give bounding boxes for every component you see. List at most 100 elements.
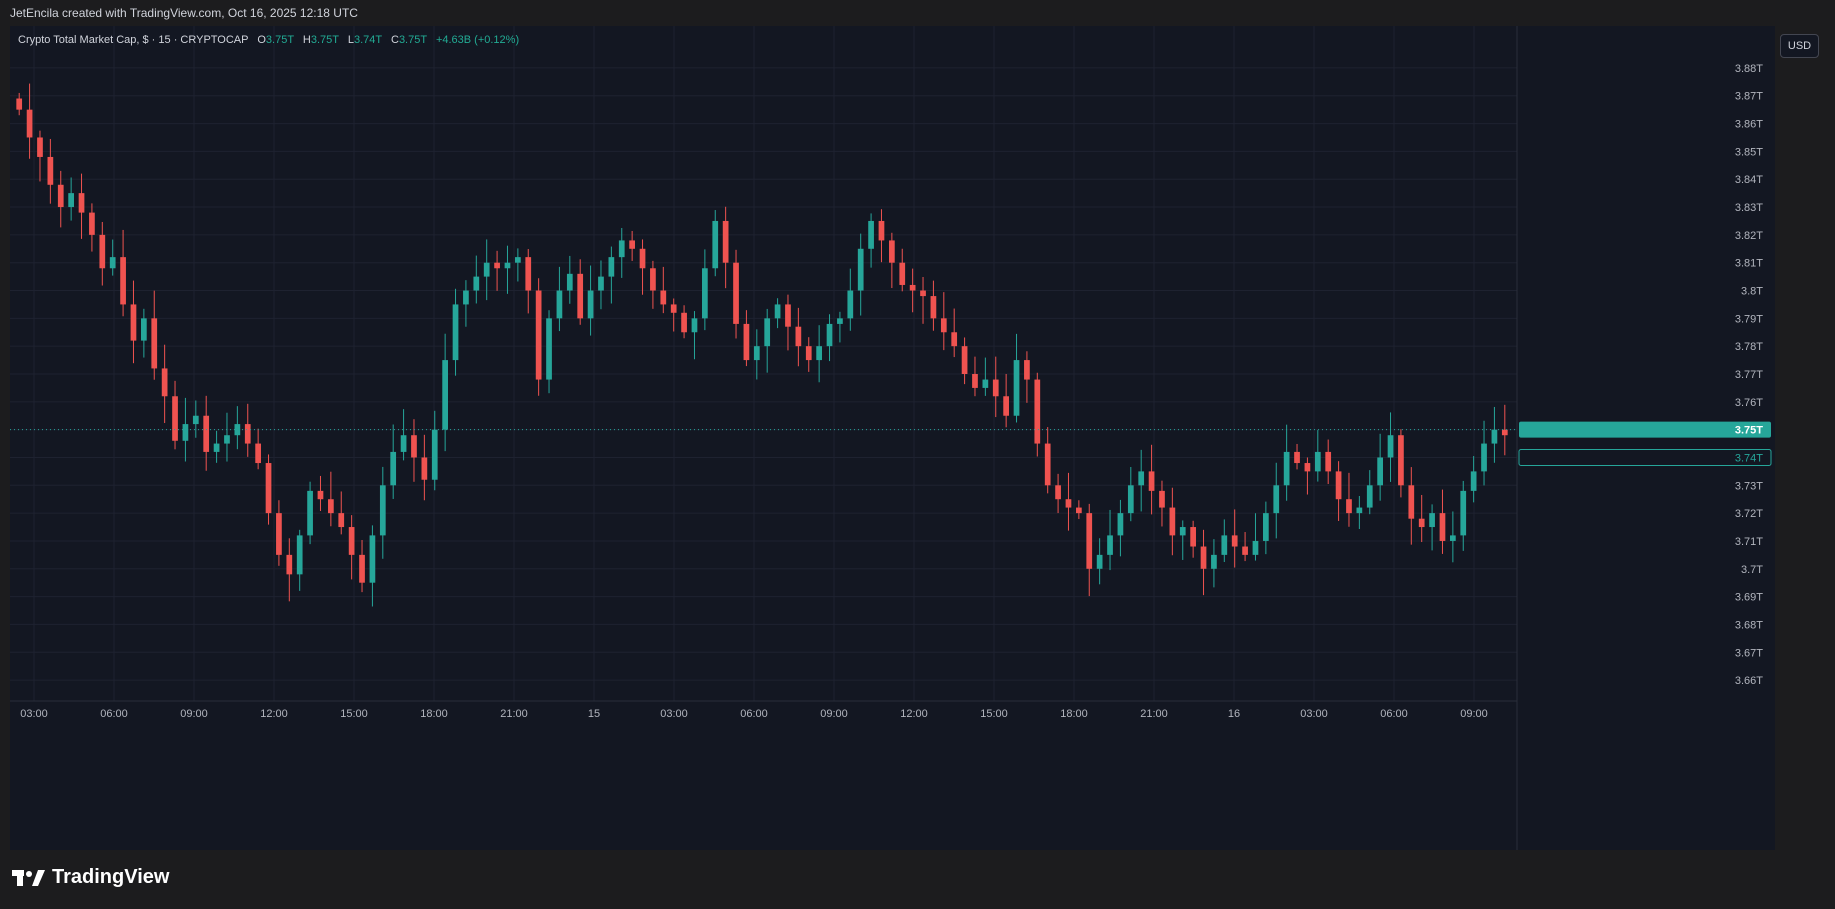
candle-body <box>483 262 490 277</box>
candle-body <box>1346 499 1352 514</box>
x-tick-label: 09:00 <box>1460 708 1488 720</box>
candle-body <box>940 318 947 333</box>
currency-button[interactable]: USD <box>1780 34 1819 58</box>
candle-body <box>1148 471 1155 491</box>
candle-body <box>109 257 116 269</box>
tradingview-logo[interactable]: TradingView <box>12 866 169 889</box>
x-tick-label: 06:00 <box>740 708 768 720</box>
candle-body <box>16 98 23 110</box>
y-tick-label: 3.84T <box>1735 174 1763 186</box>
candle-body <box>982 379 989 388</box>
candle-body <box>1450 535 1456 541</box>
candle-body <box>1003 396 1009 416</box>
candle-body <box>722 220 729 263</box>
candle-body <box>566 273 573 291</box>
candle-body <box>89 212 95 235</box>
y-tick-label: 3.7T <box>1741 564 1763 576</box>
candle-body <box>535 290 542 380</box>
candle-body <box>151 318 158 369</box>
prev-price-tag <box>1518 448 1772 466</box>
candle-body <box>1439 513 1446 541</box>
candle-body <box>203 415 210 452</box>
candle-body <box>660 290 667 305</box>
candle-body <box>1138 471 1145 486</box>
candle-body <box>1169 507 1176 536</box>
low-label: L <box>347 34 354 46</box>
grid <box>10 26 1517 701</box>
y-tick-label: 3.73T <box>1735 480 1763 492</box>
candle-body <box>1501 429 1508 436</box>
y-tick-label: 3.67T <box>1735 647 1763 659</box>
candle-body <box>1107 535 1113 555</box>
price-chart[interactable]: 3.88T 3.87T 3.86T 3.85T 3.84T 3.83T 3.82T 3.81T… <box>10 26 1775 850</box>
candle-body <box>473 276 480 291</box>
candle-body <box>930 296 937 319</box>
candle-body <box>1325 451 1332 472</box>
candle-body <box>1024 360 1030 380</box>
candle-body <box>889 240 895 263</box>
candle-body <box>733 262 739 324</box>
candle-body <box>26 109 33 138</box>
candle-body <box>307 490 313 536</box>
y-tick-label: 3.85T <box>1735 146 1763 158</box>
x-tick-label: 12:00 <box>260 708 288 720</box>
chart-area[interactable]: 3.88T 3.87T 3.86T 3.85T 3.84T 3.83T 3.82T 3.81T… <box>10 26 1775 850</box>
candle-body <box>1491 429 1498 444</box>
candle-body <box>182 424 189 441</box>
price-axis-panel[interactable] <box>1517 26 1775 850</box>
candle-body <box>78 193 85 213</box>
candle-body <box>577 273 584 319</box>
candle-body <box>1460 490 1467 536</box>
x-tick-label: 21:00 <box>500 708 528 720</box>
candle-body <box>847 290 854 319</box>
candle-body <box>234 424 241 436</box>
x-tick-label: 16 <box>1228 708 1240 720</box>
candle-body <box>951 332 958 347</box>
last-price-tag <box>1519 421 1771 438</box>
candle-body <box>805 346 812 361</box>
candle-body <box>494 262 500 269</box>
y-tick-label: 3.66T <box>1735 675 1763 687</box>
x-tick-label: 03:00 <box>20 708 48 720</box>
candle-body <box>1076 507 1082 514</box>
candle-body <box>1242 546 1248 555</box>
candle-body <box>878 220 885 241</box>
y-tick-label: 3.71T <box>1735 536 1763 548</box>
x-tick-label: 18:00 <box>420 708 448 720</box>
candle-body <box>1127 485 1134 514</box>
candle-body <box>546 318 552 380</box>
candle-body <box>1096 554 1103 569</box>
candle-body <box>442 360 448 430</box>
candle-body <box>1294 451 1300 464</box>
y-tick-label: 3.82T <box>1735 230 1763 242</box>
candle-body <box>1366 485 1373 508</box>
close-label: C <box>390 34 399 46</box>
candle-body <box>650 268 656 291</box>
candle-body <box>785 304 791 327</box>
candle-body <box>1335 471 1342 500</box>
y-tick-label: 3.87T <box>1735 91 1763 103</box>
x-tick-label: 06:00 <box>100 708 128 720</box>
brand-name: TradingView <box>52 866 170 888</box>
last-price-label: 3.75T <box>1735 425 1763 437</box>
candle-body <box>920 290 926 297</box>
candle-body <box>1013 360 1020 416</box>
candle-body <box>431 429 438 480</box>
x-tick-label: 15 <box>588 708 600 720</box>
change-value: +4.63B (+0.12%) <box>435 34 520 46</box>
candle-body <box>452 304 459 361</box>
candle-body <box>1398 435 1404 486</box>
candle-body <box>141 318 147 341</box>
candle-body <box>224 435 230 444</box>
candle-body <box>1263 513 1269 541</box>
candle-body <box>1044 443 1051 486</box>
candle-body <box>837 318 843 324</box>
candle-body <box>681 312 687 333</box>
y-tick-label: 3.72T <box>1735 508 1763 520</box>
candle-body <box>328 499 334 514</box>
candle-body <box>1377 457 1383 486</box>
x-tick-label: 09:00 <box>180 708 208 720</box>
y-tick-label: 3.78T <box>1735 341 1763 353</box>
candle-body <box>556 290 563 319</box>
candle-body <box>795 326 802 347</box>
